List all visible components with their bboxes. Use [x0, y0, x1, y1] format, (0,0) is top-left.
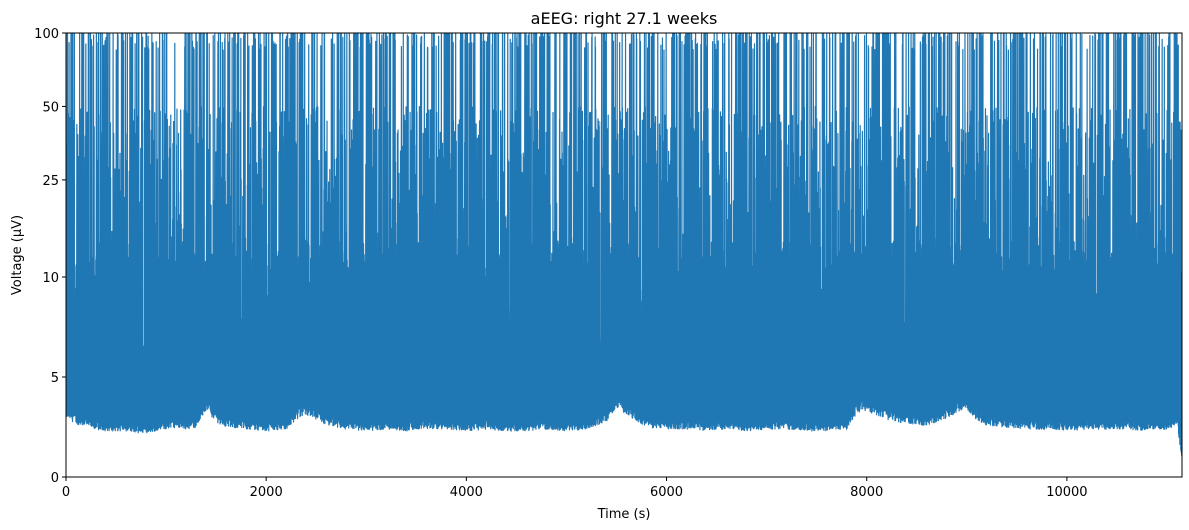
x-tick-label: 6000 [650, 485, 683, 500]
x-tick-label: 0 [62, 485, 70, 500]
y-tick-label: 0 [51, 471, 59, 486]
y-tick-label: 100 [34, 27, 59, 42]
x-axis-label: Time (s) [597, 507, 651, 522]
y-tick-label: 25 [42, 174, 59, 189]
y-axis: 0 5 10 25 50 100 [34, 27, 66, 486]
x-tick-label: 4000 [450, 485, 483, 500]
y-axis-label: Voltage (µV) [10, 215, 25, 295]
y-tick-label: 5 [51, 371, 59, 386]
trace-layer [66, 33, 1182, 457]
x-tick-label: 2000 [250, 485, 283, 500]
plot-frame [65, 32, 1183, 478]
x-tick-label: 8000 [850, 485, 883, 500]
series-line [66, 33, 1182, 457]
y-tick-label: 10 [42, 271, 59, 286]
x-tick-label: 10000 [1046, 485, 1087, 500]
chart-title: aEEG: right 27.1 weeks [531, 9, 718, 28]
x-axis: 0 2000 4000 6000 8000 10000 [62, 477, 1088, 500]
y-tick-label: 50 [42, 100, 59, 115]
